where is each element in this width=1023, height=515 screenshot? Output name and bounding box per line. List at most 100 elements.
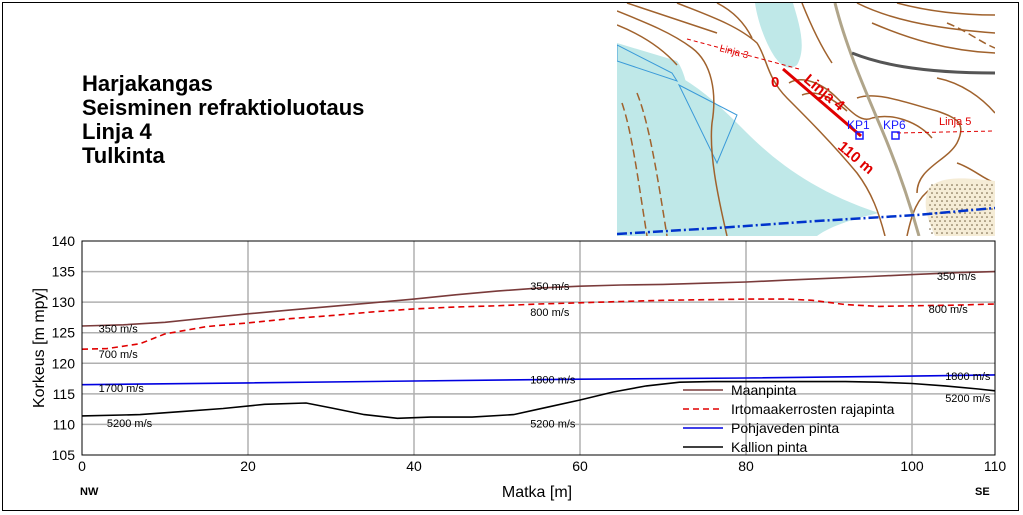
map-point-kp1 bbox=[855, 131, 864, 140]
map-gravel-dot bbox=[946, 232, 948, 234]
map-line-3 bbox=[686, 38, 800, 70]
map-gravel-dot bbox=[941, 200, 943, 202]
velocity-label: 1800 m/s bbox=[945, 371, 991, 383]
map-gravel-dot bbox=[969, 196, 971, 198]
velocity-label: 1800 m/s bbox=[530, 374, 576, 386]
velocity-label: 350 m/s bbox=[530, 281, 570, 293]
map-gravel-dot bbox=[964, 204, 966, 206]
map-gravel-dot bbox=[986, 184, 988, 186]
map-gravel-dot bbox=[934, 228, 936, 230]
map-gravel-dot bbox=[986, 192, 988, 194]
map-gravel-dot bbox=[979, 212, 981, 214]
map-gravel-dot bbox=[966, 200, 968, 202]
map-contour-line bbox=[801, 3, 833, 64]
map-gravel-dot bbox=[944, 220, 946, 222]
map-label-kp6: KP6 bbox=[883, 118, 906, 132]
map-gravel-dot bbox=[941, 216, 943, 218]
map-gravel-dot bbox=[954, 188, 956, 190]
chart-series bbox=[81, 270, 996, 420]
map-gravel-dot bbox=[931, 216, 933, 218]
map-gravel-dot bbox=[969, 228, 971, 230]
map-contour-line bbox=[626, 3, 718, 34]
map-gravel-dot bbox=[954, 228, 956, 230]
map-gravel-dot bbox=[941, 208, 943, 210]
legend-label: Irtomaakerrosten rajapinta bbox=[731, 401, 895, 417]
map-gravel-dot bbox=[956, 208, 958, 210]
map-gravel-dot bbox=[964, 220, 966, 222]
map-gravel-dot bbox=[984, 204, 986, 206]
map-gravel-dot bbox=[961, 216, 963, 218]
map-gravel-dot bbox=[944, 228, 946, 230]
map-gravel-dot bbox=[939, 188, 941, 190]
map-gravel-dot bbox=[981, 200, 983, 202]
map-gravel-dot bbox=[979, 220, 981, 222]
y-axis-label: Korkeus [m mpy] bbox=[31, 288, 48, 408]
x-tick-label: 110 bbox=[984, 458, 1007, 474]
map-gravel-dot bbox=[951, 184, 953, 186]
map-contour-line bbox=[788, 79, 873, 120]
map-gravel-dot bbox=[936, 192, 938, 194]
map-gravel-dot bbox=[989, 220, 991, 222]
map-gravel-dot bbox=[979, 204, 981, 206]
direction-right-label: SE bbox=[975, 486, 990, 498]
map-gravel-dot bbox=[949, 220, 951, 222]
map-contour-line bbox=[621, 102, 648, 236]
map-gravel-dot bbox=[981, 216, 983, 218]
map-gravel-dot bbox=[961, 224, 963, 226]
map-gravel-dot bbox=[971, 224, 973, 226]
map-gravel-dot bbox=[949, 196, 951, 198]
map-gravel-dot bbox=[944, 188, 946, 190]
map-gravel-dot bbox=[936, 224, 938, 226]
map-gravel-dot bbox=[944, 204, 946, 206]
map-gravel-dot bbox=[989, 196, 991, 198]
map-gravel-dot bbox=[931, 224, 933, 226]
map-gravel-dot bbox=[974, 228, 976, 230]
map-gravel-dot bbox=[961, 200, 963, 202]
map-gravel-dot bbox=[934, 196, 936, 198]
x-tick-label: 60 bbox=[572, 458, 588, 474]
map-gravel-dot bbox=[934, 220, 936, 222]
map-gravel-dot bbox=[974, 204, 976, 206]
map-gravel-dot bbox=[961, 208, 963, 210]
x-tick-label: 40 bbox=[406, 458, 422, 474]
x-tick-label: 0 bbox=[78, 458, 86, 474]
map-gravel-dot bbox=[966, 192, 968, 194]
map-gravel-dot bbox=[941, 184, 943, 186]
map-gravel-dot bbox=[974, 188, 976, 190]
velocity-label: 700 m/s bbox=[99, 349, 139, 361]
map-groundwater-line bbox=[617, 206, 995, 236]
map-gravel-dot bbox=[956, 200, 958, 202]
map-point-kp6 bbox=[891, 131, 900, 140]
map-gravel-dot bbox=[971, 184, 973, 186]
map-gravel-dot bbox=[979, 188, 981, 190]
velocity-label: 1700 m/s bbox=[99, 383, 145, 395]
map-gravel-dot bbox=[969, 188, 971, 190]
map-contour-line bbox=[617, 10, 728, 236]
map-gravel-dot bbox=[991, 208, 993, 210]
map-gravel-dot bbox=[941, 224, 943, 226]
map-gravel-dot bbox=[931, 208, 933, 210]
map-water-south bbox=[682, 78, 879, 236]
y-tick-label: 135 bbox=[52, 264, 76, 280]
x-tick-label: 100 bbox=[900, 458, 924, 474]
y-tick-label: 115 bbox=[53, 386, 76, 402]
map-lake-outline bbox=[677, 83, 738, 165]
plot-area bbox=[81, 240, 996, 456]
map-gravel-dot bbox=[974, 196, 976, 198]
map-gravel-dot bbox=[971, 200, 973, 202]
map-gravel-dot bbox=[936, 216, 938, 218]
map-gravel-dot bbox=[959, 188, 961, 190]
map-gravel-dot bbox=[929, 220, 931, 222]
map-contour-line bbox=[716, 3, 753, 39]
map-gravel-dot bbox=[946, 216, 948, 218]
map-gravel-dot bbox=[929, 204, 931, 206]
map-gravel-area bbox=[925, 178, 995, 236]
map-gravel-dot bbox=[971, 192, 973, 194]
map-gravel-dot bbox=[956, 232, 958, 234]
map-gravel-dot bbox=[946, 192, 948, 194]
map-gravel-dot bbox=[951, 200, 953, 202]
legend-label: Maanpinta bbox=[731, 382, 797, 398]
map-gravel-dot bbox=[944, 196, 946, 198]
map-gravel-dot bbox=[964, 228, 966, 230]
